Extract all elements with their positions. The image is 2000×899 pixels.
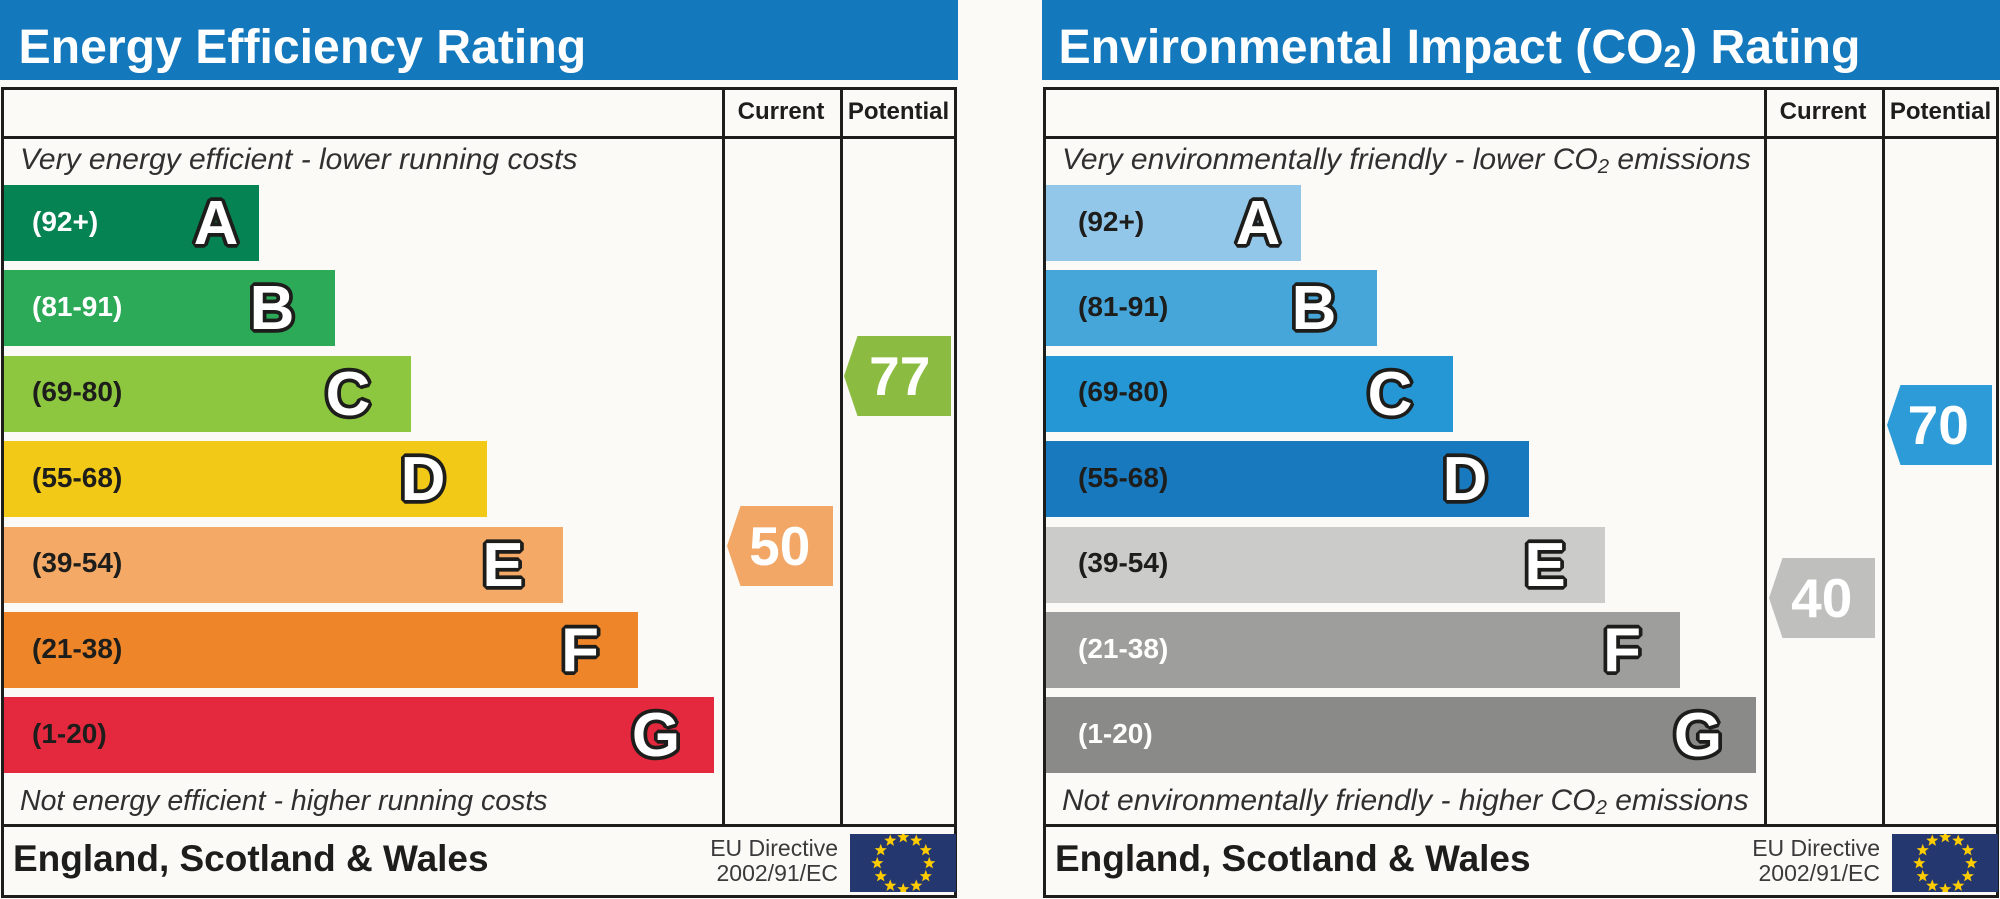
svg-text:A: A <box>194 189 239 258</box>
svg-text:G: G <box>632 701 680 770</box>
svg-text:D: D <box>1443 445 1488 514</box>
svg-text:A: A <box>1236 189 1281 258</box>
svg-text:C: C <box>326 360 371 429</box>
svg-text:F: F <box>1603 616 1641 685</box>
svg-text:D: D <box>401 445 446 514</box>
svg-text:F: F <box>561 616 599 685</box>
svg-text:B: B <box>250 274 295 343</box>
svg-text:G: G <box>1674 701 1722 770</box>
svg-text:E: E <box>482 530 523 599</box>
svg-text:B: B <box>1292 274 1337 343</box>
svg-text:E: E <box>1524 530 1565 599</box>
svg-text:C: C <box>1368 360 1413 429</box>
